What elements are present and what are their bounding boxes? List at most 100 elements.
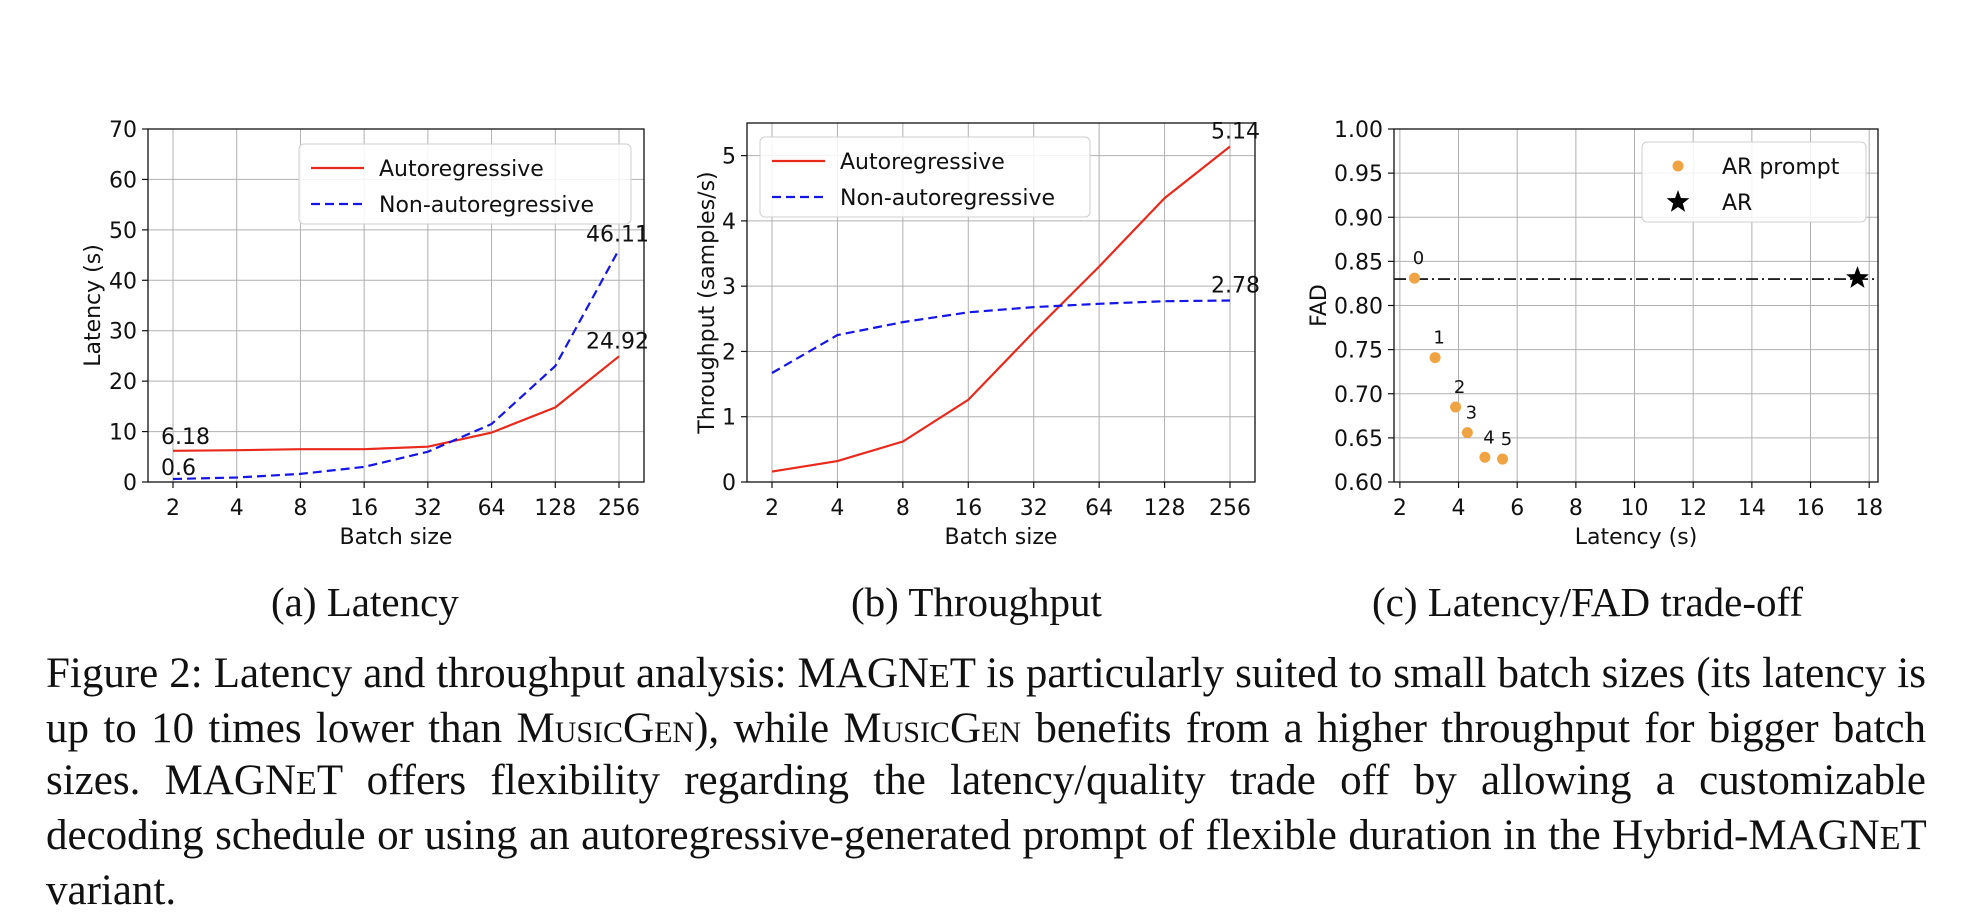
legend: Autoregressive Non-autoregressive bbox=[298, 143, 632, 225]
x-axis-title: Batch size bbox=[340, 525, 453, 550]
plot-frame bbox=[147, 128, 645, 483]
series-line-autoregressive bbox=[771, 145, 1231, 473]
y-tick-label: 1 bbox=[722, 406, 736, 431]
data-label: 2.78 bbox=[1211, 274, 1260, 299]
legend: Autoregressive Non-autoregressive bbox=[759, 136, 1091, 218]
series-line-non-autoregressive bbox=[771, 299, 1231, 374]
chart-latency: 2 4 8 16 32 64 128 256 0 10 20 30 40 50 60 70 6.18 0.6 46.… bbox=[81, 118, 649, 550]
magnet-name: MAGNET bbox=[797, 650, 976, 697]
y-tick-label: 0.75 bbox=[1334, 339, 1383, 364]
legend-label: Autoregressive bbox=[379, 157, 544, 182]
data-label: 0.6 bbox=[161, 456, 196, 481]
y-axis-title: Latency (s) bbox=[81, 244, 106, 367]
point-label: 4 bbox=[1483, 427, 1494, 448]
x-tick-label: 256 bbox=[1209, 496, 1251, 521]
point-label: 0 bbox=[1413, 248, 1424, 269]
data-label: 46.11 bbox=[586, 222, 649, 247]
y-tick-label: 20 bbox=[109, 370, 137, 395]
y-tick-label: 1.00 bbox=[1334, 118, 1383, 143]
legend-label: Non-autoregressive bbox=[379, 193, 594, 218]
x-tick-label: 128 bbox=[534, 496, 576, 521]
y-axis-title: Throughput (samples/s) bbox=[695, 171, 720, 434]
subcaption-a: (a) Latency bbox=[271, 579, 459, 625]
x-axis-title: Batch size bbox=[945, 525, 1058, 550]
x-tick-label: 8 bbox=[1569, 496, 1583, 521]
data-label: 24.92 bbox=[586, 329, 649, 354]
x-tick-label: 16 bbox=[1797, 496, 1825, 521]
y-tick-label: 0.90 bbox=[1334, 206, 1383, 231]
y-tick-label: 70 bbox=[109, 118, 137, 143]
y-tick-label: 40 bbox=[109, 269, 137, 294]
y-tick-label: 50 bbox=[109, 219, 137, 244]
legend-box bbox=[298, 143, 632, 225]
scatter-point-ar-prompt bbox=[1479, 451, 1491, 463]
data-label: 6.18 bbox=[161, 425, 210, 450]
point-label: 2 bbox=[1454, 377, 1465, 398]
x-tick-label: 256 bbox=[598, 496, 640, 521]
y-tick-label: 30 bbox=[109, 320, 137, 345]
magnet-name: MAGNET bbox=[1748, 812, 1926, 859]
x-tick-label: 4 bbox=[1452, 496, 1466, 521]
legend-swatch bbox=[1666, 190, 1690, 212]
legend-label: Non-autoregressive bbox=[840, 186, 1055, 211]
legend-label: AR bbox=[1722, 191, 1752, 216]
scatter-point-ar-prompt bbox=[1461, 427, 1473, 439]
y-tick-label: 5 bbox=[722, 145, 736, 170]
x-tick-label: 18 bbox=[1855, 496, 1883, 521]
legend: AR prompt AR bbox=[1641, 141, 1867, 223]
subcaption-b: (b) Throughput bbox=[851, 579, 1102, 625]
x-tick-label: 64 bbox=[1085, 496, 1113, 521]
plot-frame bbox=[1393, 128, 1879, 483]
y-tick-label: 3 bbox=[722, 275, 736, 300]
chart-latency-fad-tradeoff: 2 4 6 8 10 12 14 16 180.600.650.700.750.800.850.… bbox=[1307, 118, 1883, 550]
x-tick-label: 2 bbox=[166, 496, 180, 521]
x-tick-label: 8 bbox=[896, 496, 910, 521]
chart-throughput: 2 4 8 16 32 64 128 256 0 1 2 3 4 5 5.14 2.78 Batch size T… bbox=[695, 119, 1260, 550]
x-tick-label: 2 bbox=[1393, 496, 1407, 521]
scatter-point-ar-prompt bbox=[1429, 352, 1441, 364]
point-label: 3 bbox=[1466, 403, 1477, 424]
musicgen-name: MusicGen bbox=[843, 705, 1021, 752]
point-label: 5 bbox=[1501, 429, 1512, 450]
scatter-point-ar-prompt bbox=[1409, 272, 1421, 284]
subcaption-c: (c) Latency/FAD trade-off bbox=[1372, 579, 1804, 625]
plot-frame bbox=[746, 122, 1256, 483]
x-tick-label: 2 bbox=[765, 496, 779, 521]
scatter-point-ar-prompt bbox=[1450, 401, 1462, 413]
x-tick-label: 64 bbox=[478, 496, 506, 521]
x-axis-title: Latency (s) bbox=[1575, 525, 1698, 550]
x-tick-label: 12 bbox=[1679, 496, 1707, 521]
y-tick-label: 0.60 bbox=[1334, 471, 1383, 496]
x-tick-label: 10 bbox=[1621, 496, 1649, 521]
x-tick-label: 128 bbox=[1144, 496, 1186, 521]
scatter-point-ar-star bbox=[1846, 266, 1869, 288]
legend-swatch bbox=[1672, 160, 1684, 172]
legend-label: Autoregressive bbox=[840, 150, 1005, 175]
y-tick-label: 0.80 bbox=[1334, 295, 1383, 320]
legend-box bbox=[1641, 141, 1867, 223]
point-label: 1 bbox=[1433, 328, 1444, 349]
y-tick-label: 0 bbox=[123, 471, 137, 496]
legend-label: AR prompt bbox=[1722, 155, 1840, 180]
y-tick-label: 0 bbox=[722, 471, 736, 496]
y-tick-label: 2 bbox=[722, 340, 736, 365]
x-tick-label: 8 bbox=[293, 496, 307, 521]
x-tick-label: 6 bbox=[1510, 496, 1524, 521]
series-line-autoregressive bbox=[172, 355, 620, 452]
x-tick-label: 4 bbox=[230, 496, 244, 521]
x-tick-label: 4 bbox=[830, 496, 844, 521]
y-tick-label: 0.95 bbox=[1334, 162, 1383, 187]
figure-caption: Figure 2: Latency and throughput analysi… bbox=[46, 650, 1927, 914]
x-tick-label: 14 bbox=[1738, 496, 1766, 521]
data-label: 5.14 bbox=[1211, 119, 1260, 144]
y-tick-label: 4 bbox=[722, 210, 736, 235]
magnet-name: MAGNET bbox=[164, 757, 343, 804]
series-line-non-autoregressive bbox=[172, 248, 620, 481]
y-tick-label: 0.85 bbox=[1334, 250, 1383, 275]
scatter-point-ar-prompt bbox=[1497, 453, 1509, 465]
y-tick-label: 60 bbox=[109, 168, 137, 193]
figure-charts: 2 4 8 16 32 64 128 2560102030405060706.180.646.… bbox=[81, 118, 1883, 550]
legend-box bbox=[759, 136, 1091, 218]
y-tick-label: 0.65 bbox=[1334, 427, 1383, 452]
x-tick-label: 16 bbox=[954, 496, 982, 521]
